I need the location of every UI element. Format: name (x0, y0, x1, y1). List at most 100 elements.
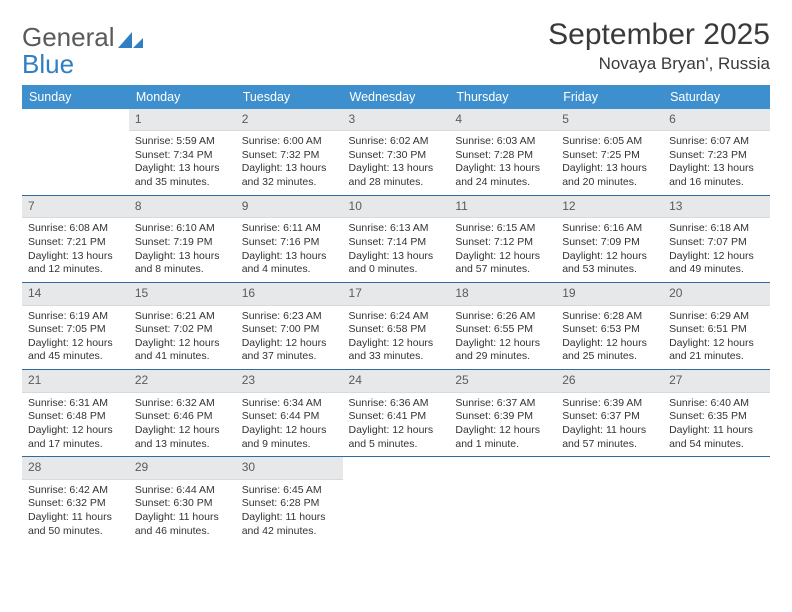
day-number: 6 (663, 109, 770, 132)
daylight-line2: and 9 minutes. (242, 438, 337, 452)
daylight-line1: Daylight: 12 hours (28, 424, 123, 438)
day-body: Sunrise: 6:13 AMSunset: 7:14 PMDaylight:… (343, 218, 450, 282)
day-body: Sunrise: 6:00 AMSunset: 7:32 PMDaylight:… (236, 131, 343, 195)
daylight-line2: and 8 minutes. (135, 263, 230, 277)
day-number: 16 (236, 283, 343, 306)
daylight-line1: Daylight: 12 hours (562, 250, 657, 264)
daylight-line1: Daylight: 13 hours (349, 250, 444, 264)
day-body: Sunrise: 6:34 AMSunset: 6:44 PMDaylight:… (236, 393, 343, 457)
calendar-cell: 9Sunrise: 6:11 AMSunset: 7:16 PMDaylight… (236, 195, 343, 282)
sunrise-text: Sunrise: 6:42 AM (28, 484, 123, 498)
calendar-cell: 19Sunrise: 6:28 AMSunset: 6:53 PMDayligh… (556, 282, 663, 369)
day-body: Sunrise: 6:21 AMSunset: 7:02 PMDaylight:… (129, 306, 236, 370)
daylight-line1: Daylight: 13 hours (349, 162, 444, 176)
day-body: Sunrise: 6:31 AMSunset: 6:48 PMDaylight:… (22, 393, 129, 457)
sunset-text: Sunset: 6:58 PM (349, 323, 444, 337)
sunrise-text: Sunrise: 6:03 AM (455, 135, 550, 149)
daylight-line1: Daylight: 12 hours (669, 250, 764, 264)
calendar-cell: 4Sunrise: 6:03 AMSunset: 7:28 PMDaylight… (449, 109, 556, 196)
daylight-line2: and 33 minutes. (349, 350, 444, 364)
calendar-cell: .. (663, 457, 770, 544)
sunrise-text: Sunrise: 6:18 AM (669, 222, 764, 236)
calendar-cell: 18Sunrise: 6:26 AMSunset: 6:55 PMDayligh… (449, 282, 556, 369)
day-body: Sunrise: 5:59 AMSunset: 7:34 PMDaylight:… (129, 131, 236, 195)
calendar-cell: 7Sunrise: 6:08 AMSunset: 7:21 PMDaylight… (22, 195, 129, 282)
calendar-cell: 11Sunrise: 6:15 AMSunset: 7:12 PMDayligh… (449, 195, 556, 282)
calendar-table: Sunday Monday Tuesday Wednesday Thursday… (22, 85, 770, 544)
daylight-line1: Daylight: 13 hours (562, 162, 657, 176)
day-number: 12 (556, 196, 663, 219)
daylight-line1: Daylight: 12 hours (455, 424, 550, 438)
daylight-line1: Daylight: 12 hours (135, 337, 230, 351)
day-number: 15 (129, 283, 236, 306)
daylight-line2: and 41 minutes. (135, 350, 230, 364)
sunset-text: Sunset: 7:05 PM (28, 323, 123, 337)
day-body: Sunrise: 6:16 AMSunset: 7:09 PMDaylight:… (556, 218, 663, 282)
sunset-text: Sunset: 6:53 PM (562, 323, 657, 337)
day-body: Sunrise: 6:32 AMSunset: 6:46 PMDaylight:… (129, 393, 236, 457)
title-block: September 2025 Novaya Bryan', Russia (548, 18, 770, 74)
calendar-cell: 6Sunrise: 6:07 AMSunset: 7:23 PMDaylight… (663, 109, 770, 196)
dayhead-mon: Monday (129, 85, 236, 109)
sunset-text: Sunset: 7:25 PM (562, 149, 657, 163)
day-body: Sunrise: 6:42 AMSunset: 6:32 PMDaylight:… (22, 480, 129, 544)
calendar-cell: 2Sunrise: 6:00 AMSunset: 7:32 PMDaylight… (236, 109, 343, 196)
day-body: Sunrise: 6:39 AMSunset: 6:37 PMDaylight:… (556, 393, 663, 457)
daylight-line2: and 25 minutes. (562, 350, 657, 364)
daylight-line2: and 16 minutes. (669, 176, 764, 190)
sunset-text: Sunset: 7:32 PM (242, 149, 337, 163)
day-body: Sunrise: 6:03 AMSunset: 7:28 PMDaylight:… (449, 131, 556, 195)
daylight-line1: Daylight: 13 hours (135, 162, 230, 176)
day-body: Sunrise: 6:15 AMSunset: 7:12 PMDaylight:… (449, 218, 556, 282)
sunrise-text: Sunrise: 6:34 AM (242, 397, 337, 411)
daylight-line1: Daylight: 11 hours (28, 511, 123, 525)
day-number: 5 (556, 109, 663, 132)
sunset-text: Sunset: 7:23 PM (669, 149, 764, 163)
logo-word1: General (22, 24, 115, 51)
sunrise-text: Sunrise: 6:24 AM (349, 310, 444, 324)
calendar-cell: 22Sunrise: 6:32 AMSunset: 6:46 PMDayligh… (129, 370, 236, 457)
calendar-cell: 13Sunrise: 6:18 AMSunset: 7:07 PMDayligh… (663, 195, 770, 282)
sunrise-text: Sunrise: 5:59 AM (135, 135, 230, 149)
calendar-row: 14Sunrise: 6:19 AMSunset: 7:05 PMDayligh… (22, 282, 770, 369)
sunrise-text: Sunrise: 6:26 AM (455, 310, 550, 324)
day-number: 3 (343, 109, 450, 132)
day-number: 23 (236, 370, 343, 393)
day-body: Sunrise: 6:28 AMSunset: 6:53 PMDaylight:… (556, 306, 663, 370)
location-subtitle: Novaya Bryan', Russia (548, 54, 770, 74)
day-body: Sunrise: 6:24 AMSunset: 6:58 PMDaylight:… (343, 306, 450, 370)
calendar-cell: 15Sunrise: 6:21 AMSunset: 7:02 PMDayligh… (129, 282, 236, 369)
daylight-line2: and 46 minutes. (135, 525, 230, 539)
day-number: 18 (449, 283, 556, 306)
sunset-text: Sunset: 7:34 PM (135, 149, 230, 163)
daylight-line1: Daylight: 12 hours (242, 337, 337, 351)
sunset-text: Sunset: 7:00 PM (242, 323, 337, 337)
logo-mark-icon (118, 30, 144, 57)
day-number: 21 (22, 370, 129, 393)
day-body: Sunrise: 6:10 AMSunset: 7:19 PMDaylight:… (129, 218, 236, 282)
daylight-line1: Daylight: 12 hours (349, 424, 444, 438)
daylight-line2: and 1 minute. (455, 438, 550, 452)
day-body: Sunrise: 6:23 AMSunset: 7:00 PMDaylight:… (236, 306, 343, 370)
day-number: 2 (236, 109, 343, 132)
sunrise-text: Sunrise: 6:23 AM (242, 310, 337, 324)
sunrise-text: Sunrise: 6:13 AM (349, 222, 444, 236)
sunset-text: Sunset: 6:48 PM (28, 410, 123, 424)
dayhead-thu: Thursday (449, 85, 556, 109)
calendar-cell: 27Sunrise: 6:40 AMSunset: 6:35 PMDayligh… (663, 370, 770, 457)
sunset-text: Sunset: 7:28 PM (455, 149, 550, 163)
day-number: 1 (129, 109, 236, 132)
sunset-text: Sunset: 7:14 PM (349, 236, 444, 250)
daylight-line2: and 28 minutes. (349, 176, 444, 190)
calendar-cell: .. (556, 457, 663, 544)
calendar-cell: 30Sunrise: 6:45 AMSunset: 6:28 PMDayligh… (236, 457, 343, 544)
calendar-cell: 26Sunrise: 6:39 AMSunset: 6:37 PMDayligh… (556, 370, 663, 457)
calendar-cell: 17Sunrise: 6:24 AMSunset: 6:58 PMDayligh… (343, 282, 450, 369)
day-body: Sunrise: 6:26 AMSunset: 6:55 PMDaylight:… (449, 306, 556, 370)
day-body: Sunrise: 6:36 AMSunset: 6:41 PMDaylight:… (343, 393, 450, 457)
calendar-cell: 28Sunrise: 6:42 AMSunset: 6:32 PMDayligh… (22, 457, 129, 544)
calendar-row: 7Sunrise: 6:08 AMSunset: 7:21 PMDaylight… (22, 195, 770, 282)
day-number: 17 (343, 283, 450, 306)
daylight-line2: and 37 minutes. (242, 350, 337, 364)
calendar-row: 28Sunrise: 6:42 AMSunset: 6:32 PMDayligh… (22, 457, 770, 544)
